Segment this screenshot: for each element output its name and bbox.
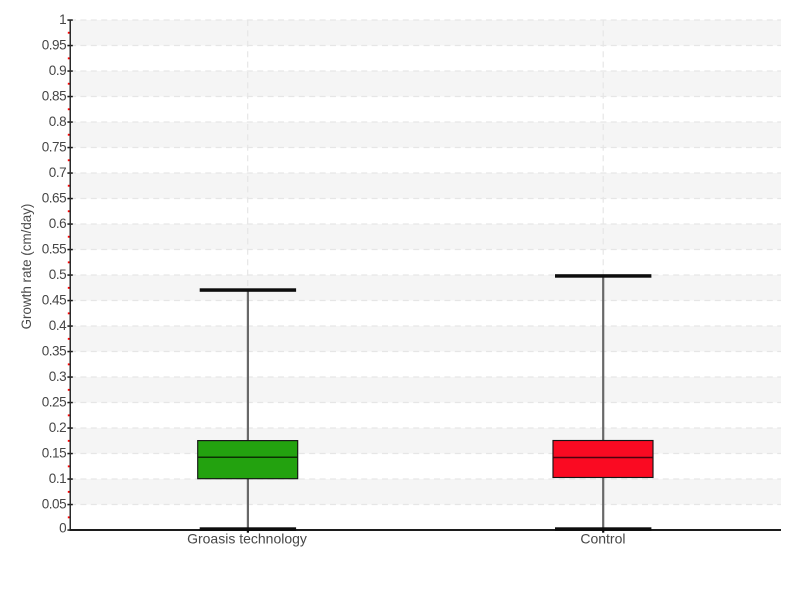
svg-text:0.35: 0.35 xyxy=(42,344,66,359)
svg-text:0.7: 0.7 xyxy=(49,165,66,180)
svg-text:0.4: 0.4 xyxy=(49,318,67,333)
svg-text:0.8: 0.8 xyxy=(49,114,66,129)
svg-text:Growth rate (cm/day): Growth rate (cm/day) xyxy=(19,204,34,330)
svg-text:Groasis technology: Groasis technology xyxy=(187,531,307,547)
svg-text:0.6: 0.6 xyxy=(49,216,66,231)
svg-text:Control: Control xyxy=(580,531,625,547)
svg-text:0.95: 0.95 xyxy=(42,38,66,53)
svg-text:0.9: 0.9 xyxy=(49,63,66,78)
svg-text:0.85: 0.85 xyxy=(42,89,66,104)
svg-text:0.05: 0.05 xyxy=(42,497,66,512)
svg-text:0.1: 0.1 xyxy=(49,471,66,486)
svg-text:0: 0 xyxy=(59,521,66,536)
svg-text:1: 1 xyxy=(59,12,66,27)
svg-text:0.15: 0.15 xyxy=(42,446,66,461)
svg-text:0.3: 0.3 xyxy=(49,369,66,384)
svg-text:0.55: 0.55 xyxy=(42,242,66,257)
svg-text:0.45: 0.45 xyxy=(42,293,66,308)
svg-text:0.25: 0.25 xyxy=(42,395,66,410)
svg-text:0.75: 0.75 xyxy=(42,140,66,155)
svg-text:0.2: 0.2 xyxy=(49,420,66,435)
svg-text:0.5: 0.5 xyxy=(49,267,66,282)
svg-text:0.65: 0.65 xyxy=(42,191,66,206)
